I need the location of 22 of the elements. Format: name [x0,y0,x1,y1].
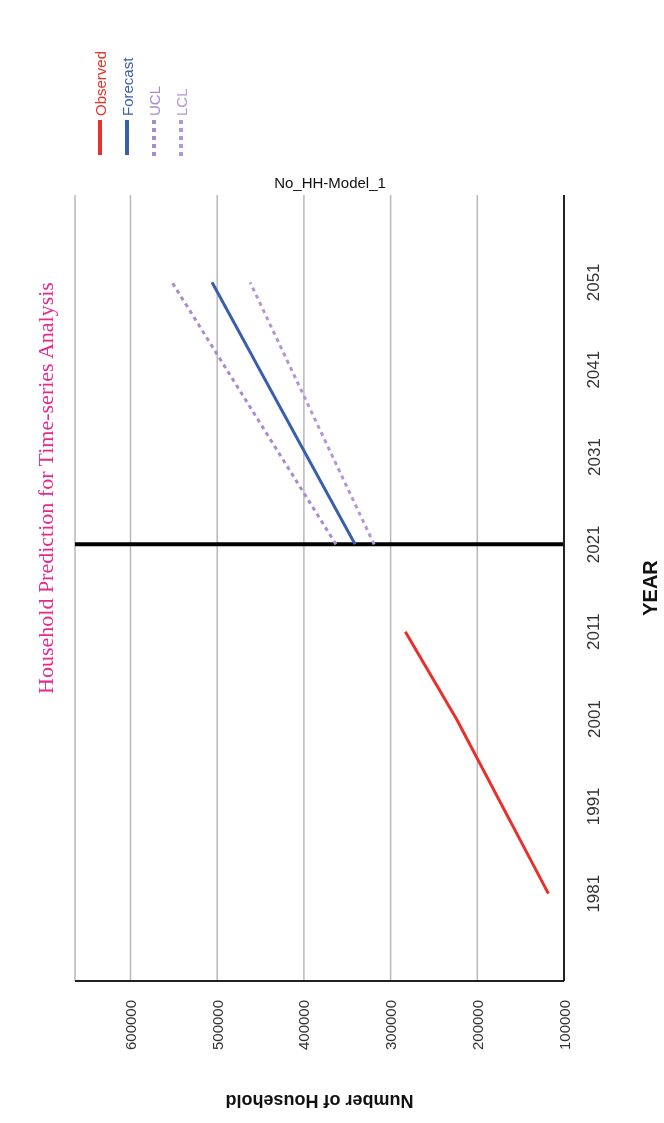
x-tick-label: 300000 [382,999,400,1051]
y-tick-label: 2041 [584,350,604,389]
y-tick-label: 2031 [584,438,604,476]
x-tick-label: 600000 [121,999,139,1051]
y-tick-label: 2021 [584,525,604,564]
text: LCL [172,88,190,116]
y-tick-label: 2011 [584,613,604,650]
x-axis-title: Number of Household [225,1091,414,1111]
text: Forecast [118,56,136,116]
text: Household Prediction for Time-series Analysis [32,282,58,694]
y-axis-title: YEAR [639,559,662,616]
x-tick-label: 500000 [208,999,226,1051]
y-tick-label: 2051 [584,263,604,302]
y-tick-label: 1991 [584,787,604,826]
text: UCL [145,85,163,116]
y-tick-label: 2001 [584,700,604,738]
chart-subtitle: No_HH-Model_1 [274,173,386,191]
x-tick-label: 400000 [295,999,313,1051]
text: Observed [91,50,109,116]
x-tick-label: 200000 [468,999,486,1051]
x-tick-label: 100000 [555,999,573,1051]
y-tick-label: 1981 [584,874,604,913]
